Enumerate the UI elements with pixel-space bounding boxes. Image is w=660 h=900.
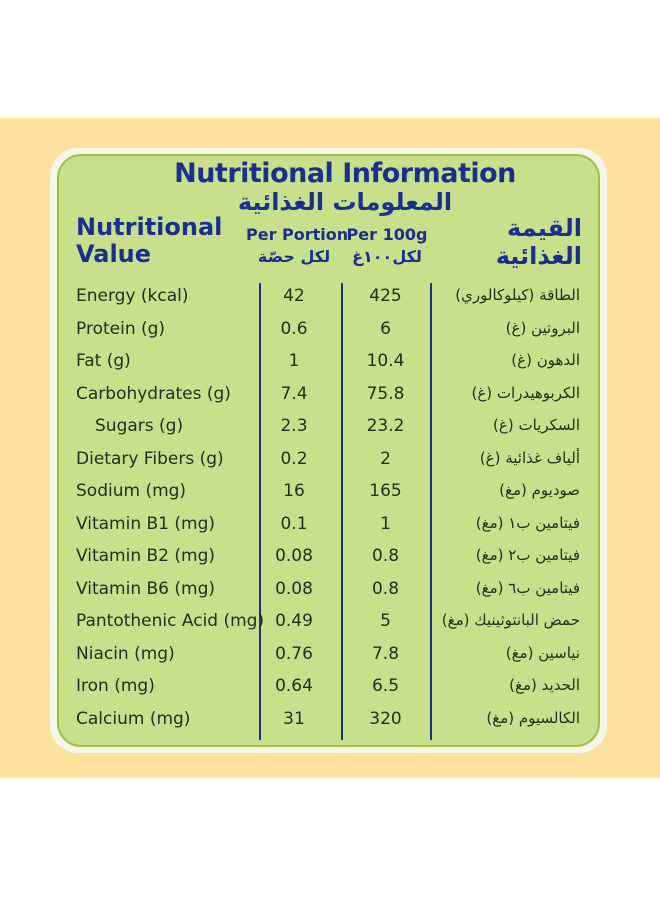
- table-row: Carbohydrates (g) 7.4 75.8 الكربوهيدرات (غ): [57, 379, 600, 412]
- column-divider: [341, 283, 343, 740]
- nutrient-name: Pantothenic Acid (mg): [76, 611, 265, 631]
- nutrient-name: Sodium (mg): [76, 481, 187, 501]
- nutrient-name-arabic: حمض البانتوثينيك (مغ): [441, 611, 580, 629]
- per-100g-value: 7.8: [371, 643, 400, 664]
- nutrient-name-arabic: فيتامين ب٦ (مغ): [475, 578, 580, 597]
- nutrient-name-arabic: الطاقة (كيلوكالوري): [455, 286, 580, 304]
- per-portion-value: 0.2: [280, 448, 308, 469]
- table-row: Dietary Fibers (g) 0.2 2 ألياف غذائية (غ): [57, 444, 600, 477]
- per-100g-value: 10.4: [366, 351, 405, 371]
- nutrient-name-arabic: نياسين (مغ): [505, 643, 580, 662]
- nutrient-name: Calcium (mg): [76, 708, 191, 729]
- table-row: Sugars (g) 2.3 23.2 السكريات (غ): [57, 411, 600, 444]
- column-divider: [259, 283, 261, 740]
- nutrient-name: Fat (g): [76, 351, 131, 371]
- per-100g-value: 0.8: [371, 546, 400, 566]
- table-row: Vitamin B2 (mg) 0.08 0.8 فيتامين ب٢ (مغ): [57, 541, 600, 574]
- per-100g-value: 6.5: [371, 676, 400, 696]
- header-per-100g-ar: لكل١٠٠غ: [352, 247, 422, 266]
- per-100g-value: 23.2: [366, 416, 405, 436]
- table-row: Fat (g) 1 10.4 الدهون (غ): [57, 346, 600, 379]
- nutrient-name: Sugars (g): [95, 416, 184, 436]
- per-portion-value: 0.49: [275, 611, 313, 631]
- nutrient-name-arabic: الحديد (مغ): [509, 676, 580, 694]
- nutrient-name: Carbohydrates (g): [76, 383, 231, 404]
- nutrient-name: Vitamin B6 (mg): [76, 578, 216, 599]
- nutrition-table: Energy (kcal) 42 425 الطاقة (كيلوكالوري) Pr…: [57, 281, 600, 736]
- header-per-100g: Per 100g لكل١٠٠غ: [342, 224, 432, 268]
- nutrient-name-arabic: الكالسيوم (مغ): [486, 708, 580, 727]
- per-portion-value: 31: [283, 708, 305, 729]
- table-row: Protein (g) 0.6 6 البروتين (غ): [57, 314, 600, 347]
- table-row: Vitamin B1 (mg) 0.1 1 فيتامين ب١ (مغ): [57, 509, 600, 542]
- per-portion-value: 0.6: [280, 318, 308, 339]
- per-portion-value: 0.08: [275, 546, 313, 566]
- nutrient-name-arabic: السكريات (غ): [493, 416, 580, 434]
- per-100g-value: 6: [380, 318, 391, 339]
- table-row: Sodium (mg) 16 165 صوديوم (مغ): [57, 476, 600, 509]
- nutrient-name: Energy (kcal): [76, 286, 189, 306]
- nutrient-name: Niacin (mg): [76, 643, 175, 664]
- nutrient-name-arabic: صوديوم (مغ): [499, 481, 580, 499]
- table-row: Energy (kcal) 42 425 الطاقة (كيلوكالوري): [57, 281, 600, 314]
- header-nv-line1: Nutritional: [76, 213, 223, 241]
- per-100g-value: 320: [369, 708, 402, 729]
- title-english: Nutritional Information: [174, 158, 516, 189]
- table-row: Iron (mg) 0.64 6.5 الحديد (مغ): [57, 671, 600, 704]
- header-nutritional-value: Nutritional Value: [76, 214, 246, 268]
- nutrient-name-arabic: فيتامين ب٢ (مغ): [475, 546, 580, 564]
- nutrient-name-arabic: فيتامين ب١ (مغ): [475, 513, 580, 532]
- column-divider: [430, 283, 432, 740]
- nutrient-name-arabic: البروتين (غ): [505, 318, 580, 337]
- table-row: Niacin (mg) 0.76 7.8 نياسين (مغ): [57, 639, 600, 672]
- nutrient-name-arabic: الكربوهيدرات (غ): [471, 383, 581, 402]
- header-ar-line2: الغذائية: [495, 242, 582, 270]
- header-arabic-value: القيمة الغذائية: [470, 214, 582, 270]
- table-row: Pantothenic Acid (mg) 0.49 5 حمض البانتوثين…: [57, 606, 600, 639]
- per-100g-value: 0.8: [371, 578, 400, 599]
- per-100g-value: 5: [380, 611, 391, 631]
- header-per-100g-en: Per 100g: [346, 225, 428, 244]
- per-portion-value: 7.4: [280, 383, 308, 404]
- header-nv-line2: Value: [76, 240, 152, 268]
- table-row: Vitamin B6 (mg) 0.08 0.8 فيتامين ب٦ (مغ): [57, 574, 600, 607]
- per-100g-value: 75.8: [366, 383, 405, 404]
- nutrient-name: Vitamin B2 (mg): [76, 546, 216, 566]
- nutrient-name: Dietary Fibers (g): [76, 448, 224, 469]
- per-portion-value: 0.1: [280, 513, 308, 534]
- per-portion-value: 16: [283, 481, 305, 501]
- per-100g-value: 1: [380, 513, 391, 534]
- per-portion-value: 0.76: [275, 643, 313, 664]
- per-portion-value: 0.64: [275, 676, 313, 696]
- per-portion-value: 1: [288, 351, 300, 371]
- header-ar-line1: القيمة: [507, 214, 582, 242]
- nutrient-name-arabic: ألياف غذائية (غ): [479, 448, 580, 467]
- header-per-portion: Per Portion لكل حصّة: [246, 224, 349, 268]
- per-portion-value: 0.08: [275, 578, 313, 599]
- title-arabic: المعلومات الغذائية: [237, 188, 453, 216]
- per-100g-value: 165: [369, 481, 402, 501]
- per-portion-value: 42: [283, 286, 305, 306]
- per-100g-value: 425: [369, 286, 402, 306]
- per-100g-value: 2: [380, 448, 391, 469]
- nutrition-panel: [57, 154, 600, 747]
- nutrient-name-arabic: الدهون (غ): [511, 351, 580, 369]
- nutrient-name: Protein (g): [76, 318, 166, 339]
- table-row: Calcium (mg) 31 320 الكالسيوم (مغ): [57, 704, 600, 737]
- header-per-portion-ar: لكل حصّة: [257, 247, 331, 266]
- nutrient-name: Vitamin B1 (mg): [76, 513, 216, 534]
- nutrient-name: Iron (mg): [76, 676, 155, 696]
- header-per-portion-en: Per Portion: [246, 225, 349, 244]
- per-portion-value: 2.3: [280, 416, 308, 436]
